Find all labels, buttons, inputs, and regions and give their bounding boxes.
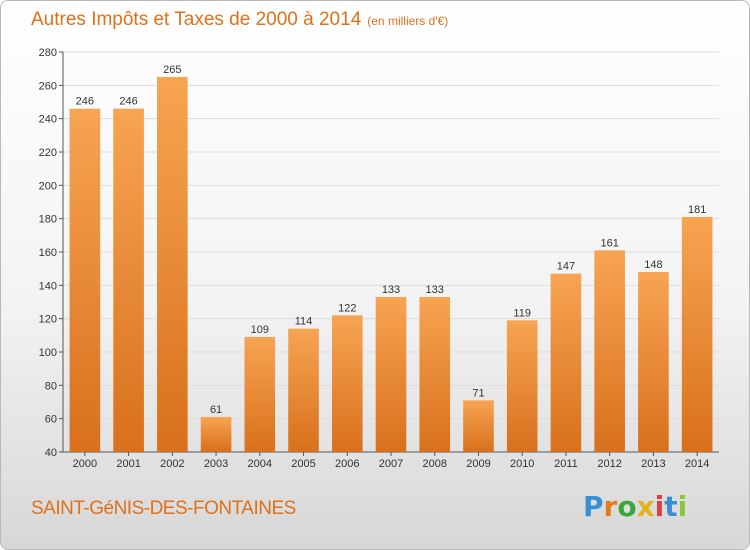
logo-letter: x	[636, 490, 655, 523]
bar-2010	[506, 320, 538, 452]
logo-letter: i	[654, 490, 665, 523]
bar-2003	[200, 417, 232, 452]
y-tick-label: 180	[39, 214, 57, 226]
bar-2002	[157, 77, 188, 452]
x-tick-label: 2000	[73, 458, 97, 470]
bar-2000	[69, 108, 101, 453]
value-label: 122	[338, 302, 356, 314]
x-tick-label: 2010	[510, 458, 534, 470]
x-tick-label: 2013	[641, 458, 665, 470]
value-labels: 246 246 265 61 109 114 122 133 133 71 119 147 161 148…	[76, 64, 707, 416]
value-label: 133	[382, 284, 400, 296]
y-tick-label: 100	[39, 347, 57, 359]
x-tick-label: 2008	[422, 458, 446, 470]
bars	[69, 77, 713, 453]
bar-2012	[594, 250, 625, 452]
logo-letter: r	[603, 490, 618, 523]
x-tick-label: 2003	[204, 458, 228, 470]
value-label: 61	[210, 404, 222, 416]
value-label: 119	[513, 307, 531, 319]
y-tick-label: 280	[39, 47, 57, 59]
value-label: 161	[600, 237, 618, 249]
y-tick-label: 200	[39, 180, 57, 192]
x-tick-label: 2009	[466, 458, 490, 470]
y-tick-label: 160	[39, 247, 57, 259]
logo-letter: i	[677, 490, 688, 523]
value-label: 148	[644, 259, 662, 271]
value-label: 265	[163, 64, 181, 76]
x-tick-label: 2007	[379, 458, 403, 470]
x-tick-label: 2002	[160, 458, 184, 470]
bar-2011	[550, 273, 582, 452]
logo-letter: t	[664, 490, 678, 523]
proxiti-logo: Proxiti	[583, 490, 687, 523]
x-tick-label: 2004	[248, 458, 272, 470]
bar-2009	[463, 400, 494, 452]
bar-2004	[244, 337, 276, 452]
value-label: 109	[251, 324, 269, 336]
value-label: 114	[295, 316, 313, 328]
x-tick-label: 2001	[116, 458, 140, 470]
value-label: 246	[76, 96, 94, 108]
bar-2005	[288, 328, 319, 452]
chart-title-text: Autres Impôts et Taxes de 2000 à 2014	[31, 9, 362, 30]
chart-title: Autres Impôts et Taxes de 2000 à 2014 (en…	[31, 9, 448, 31]
y-tick-label: 80	[45, 380, 57, 392]
y-tick-label: 140	[39, 280, 57, 292]
y-tick-label: 40	[45, 447, 57, 459]
x-tick-label: 2011	[554, 458, 578, 470]
value-label: 71	[472, 387, 484, 399]
bar-2006	[331, 315, 363, 452]
x-tick-label: 2014	[685, 458, 709, 470]
logo-letter: P	[583, 490, 604, 523]
y-tick-label: 240	[39, 114, 57, 126]
x-tick-label: 2012	[597, 458, 621, 470]
y-tick-label: 260	[39, 80, 57, 92]
value-label: 181	[688, 204, 706, 216]
value-label: 246	[119, 96, 137, 108]
bar-2007	[375, 297, 407, 452]
axes: 40 60 80 100 120 140 160 180 200 220 240 260 280 2000…	[39, 47, 719, 470]
x-tick-label: 2006	[335, 458, 359, 470]
logo-letter: o	[617, 490, 637, 523]
y-tick-label: 120	[39, 314, 57, 326]
value-label: 133	[426, 284, 444, 296]
y-tick-label: 220	[39, 147, 57, 159]
commune-name: SAINT-GéNIS-DES-FONTAINES	[31, 498, 296, 519]
chart-subtitle: (en milliers d'€)	[367, 14, 449, 28]
bar-2014	[681, 217, 713, 452]
bar-2008	[419, 297, 451, 452]
y-tick-label: 60	[45, 414, 57, 426]
x-tick-label: 2005	[291, 458, 315, 470]
value-label: 147	[557, 261, 575, 273]
bar-2001	[113, 108, 144, 453]
bar-2013	[638, 272, 669, 452]
